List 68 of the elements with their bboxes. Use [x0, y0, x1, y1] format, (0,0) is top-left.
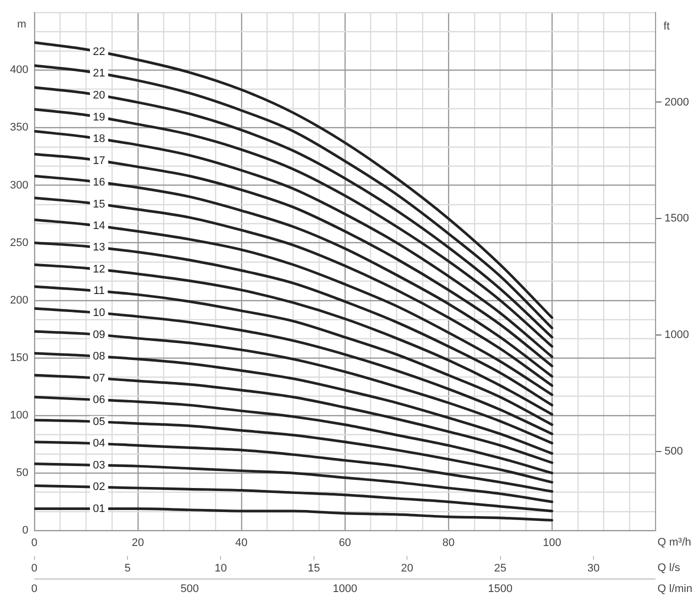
x2-tick-label: 25 [494, 562, 506, 574]
series-label: 20 [92, 90, 106, 102]
series-label: 10 [92, 307, 106, 320]
line-series [34, 242, 554, 406]
line-series [34, 396, 554, 474]
x2-tick-label: 30 [587, 562, 600, 574]
x2-tick-label: 5 [124, 562, 131, 574]
x-tick-label: 100 [542, 537, 562, 550]
x-tick-label: 60 [338, 537, 352, 550]
series-label: 11 [93, 285, 105, 298]
line-series [34, 440, 554, 493]
y-tick-label: 350 [10, 122, 28, 134]
x-tick-label: 20 [132, 537, 144, 550]
line-series [34, 263, 554, 416]
line-series [34, 462, 554, 504]
series-label: 01 [92, 502, 106, 515]
series-label: 16 [92, 176, 106, 188]
y-tick-label: 250 [10, 236, 28, 249]
series-label: 05 [92, 416, 106, 428]
text: Q l/min [658, 583, 692, 596]
series-label: 04 [92, 438, 106, 450]
series-label: 17 [92, 154, 106, 167]
x-tick-label: 0 [31, 537, 38, 550]
x2-axis-title: Q l/s [658, 562, 681, 574]
y-tick-label: 0 [22, 524, 28, 537]
line-series [34, 352, 554, 455]
series-label: 08 [92, 350, 106, 363]
y-tick-label: 50 [16, 467, 28, 480]
y-tick-label: 150 [10, 352, 28, 364]
line-series [34, 218, 554, 396]
series-label: 18 [92, 132, 106, 145]
y-tick-label: 400 [10, 64, 28, 76]
series-label: 13 [92, 242, 106, 254]
y2-tick-label: 2000 [664, 96, 690, 108]
series-label: 12 [92, 264, 106, 276]
series-label: 15 [92, 198, 106, 210]
y-tick-label: 300 [10, 179, 28, 192]
text: 0 [31, 583, 38, 596]
text: 500 [180, 583, 199, 596]
line-series [34, 307, 554, 436]
series-label: 06 [92, 394, 106, 406]
series-label: 21 [92, 68, 106, 80]
y2-tick-label: 1500 [664, 212, 690, 225]
y-tick-label: 100 [10, 410, 28, 422]
series-label: 03 [92, 459, 106, 472]
line-series [34, 484, 554, 512]
series-label: 07 [92, 372, 106, 384]
x-tick-label: 40 [235, 537, 248, 550]
y2-axis-title: ft [664, 20, 670, 33]
line-series [34, 418, 554, 484]
series-label: 19 [92, 111, 106, 124]
series-label: 14 [92, 220, 106, 232]
x-axis-title: Q m³/h [658, 536, 692, 549]
y2-tick-label: 500 [664, 445, 683, 458]
x2-tick-label: 15 [308, 562, 320, 574]
x2-tick-label: 10 [214, 562, 227, 574]
series-label: 02 [92, 481, 106, 494]
y-tick-label: 200 [10, 294, 28, 306]
x2-tick-label: 0 [31, 562, 38, 574]
series-label: 09 [92, 328, 106, 341]
x2-tick-label: 20 [400, 562, 414, 574]
x-tick-label: 80 [442, 537, 455, 550]
line-series [34, 285, 554, 426]
series-label: 22 [92, 46, 106, 58]
y-axis-title: m [17, 18, 26, 31]
text: 1500 [488, 583, 513, 596]
y2-tick-label: 1000 [664, 329, 690, 342]
text: 1000 [332, 583, 358, 596]
